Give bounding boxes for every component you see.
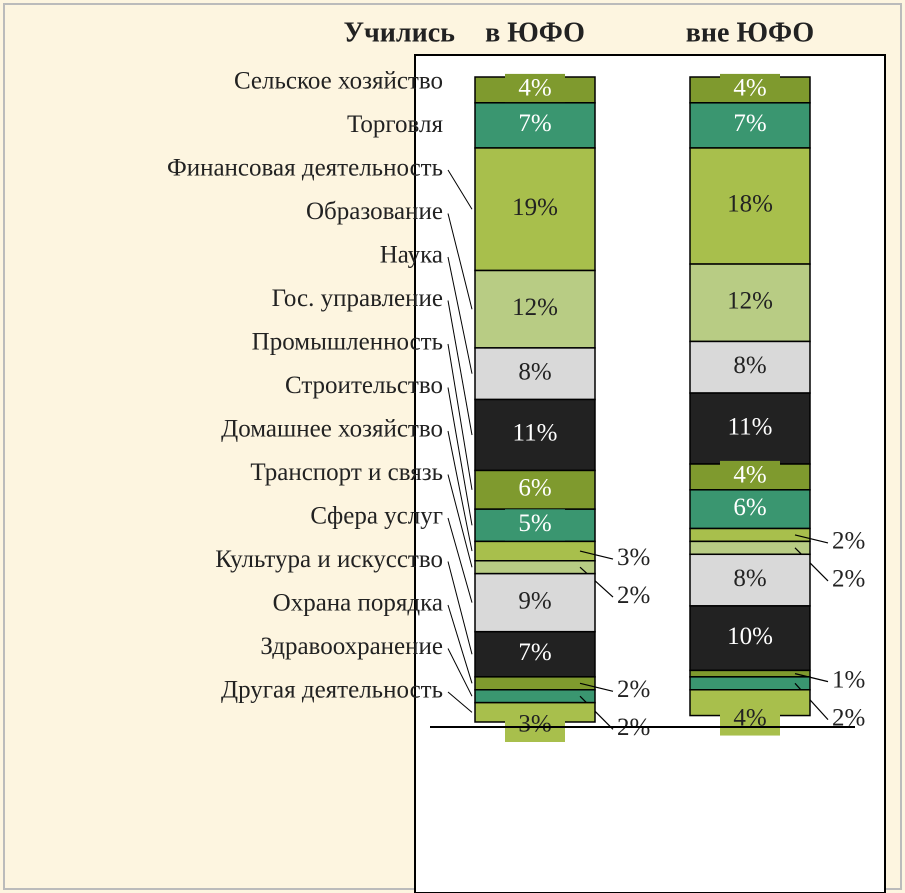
- value-label: 5%: [518, 510, 551, 537]
- bar-segment: [689, 263, 811, 343]
- leader-line: [447, 256, 473, 374]
- legend-label: Образование: [306, 198, 443, 225]
- label-box: [720, 460, 780, 493]
- legend-label: Сельское хозяйство: [234, 68, 443, 95]
- bar-segment: [474, 347, 596, 401]
- bar-segment: [474, 676, 596, 691]
- value-label: 12%: [727, 287, 773, 314]
- legend-label: Другая деятельность: [221, 677, 443, 704]
- leader-line: [579, 550, 614, 560]
- value-label: 7%: [518, 110, 551, 137]
- value-label: 3%: [617, 544, 650, 571]
- label-box: [505, 509, 565, 542]
- value-label: 7%: [733, 110, 766, 137]
- legend-label: Строительство: [285, 372, 443, 399]
- value-label: 2%: [617, 582, 650, 609]
- bar-segment: [689, 102, 811, 149]
- label-box: [505, 73, 565, 106]
- leader-line: [447, 213, 473, 310]
- legend-label: Финансовая деятельность: [167, 155, 443, 182]
- legend-label: Здравоохранение: [260, 633, 443, 660]
- leader-line: [447, 474, 473, 568]
- value-label: 11%: [728, 413, 773, 440]
- leader-line: [579, 566, 614, 598]
- label-box: [505, 473, 565, 506]
- leader-line: [447, 343, 473, 490]
- leader-line: [447, 387, 473, 526]
- leader-line: [794, 673, 829, 683]
- label-box: [720, 73, 780, 106]
- value-label: 8%: [733, 565, 766, 592]
- leader-line: [579, 695, 614, 730]
- legend-label: Промышленность: [252, 329, 443, 356]
- value-label: 1%: [832, 666, 865, 693]
- legend-label: Домашнее хозяйство: [221, 416, 443, 443]
- bar-segment: [689, 147, 811, 265]
- value-label: 2%: [617, 676, 650, 703]
- legend-label: Охрана порядка: [273, 590, 443, 617]
- leader-line: [794, 534, 829, 544]
- legend-label: Наука: [380, 242, 443, 269]
- bar-segment: [474, 147, 596, 272]
- value-label: 7%: [518, 639, 551, 666]
- header: Учились: [343, 17, 455, 48]
- legend-label: Культура и искусство: [215, 546, 443, 573]
- value-label: 4%: [518, 75, 551, 102]
- legend-label: Сфера услуг: [310, 503, 443, 530]
- bar-segment: [689, 527, 811, 543]
- value-label: 4%: [733, 462, 766, 489]
- legend-label: Транспорт и связь: [250, 459, 443, 486]
- value-label: 4%: [733, 75, 766, 102]
- bar-segment: [689, 676, 811, 691]
- value-label: 2%: [832, 566, 865, 593]
- column-header: в ЮФО: [485, 17, 585, 48]
- value-label: 6%: [733, 494, 766, 521]
- leader-line: [447, 300, 473, 436]
- leader-line: [794, 547, 829, 582]
- bar-segment: [689, 540, 811, 556]
- bar-segment: [689, 605, 811, 672]
- bar-segment: [474, 630, 596, 678]
- leader-line: [579, 682, 614, 692]
- bar-segment: [474, 560, 596, 575]
- bar-segment: [474, 269, 596, 349]
- value-label: 9%: [518, 587, 551, 614]
- bar-segment: [689, 392, 811, 465]
- value-label: 19%: [512, 194, 558, 221]
- value-label: 12%: [512, 294, 558, 321]
- column-header: вне ЮФО: [686, 17, 814, 48]
- value-label: 6%: [518, 475, 551, 502]
- leader-line: [447, 430, 473, 552]
- value-label: 3%: [518, 711, 551, 738]
- bar-segment: [474, 398, 596, 472]
- legend-label: Торговля: [347, 111, 443, 138]
- legend-label: Гос. управление: [272, 285, 443, 312]
- value-label: 11%: [513, 420, 558, 447]
- value-label: 10%: [727, 623, 773, 650]
- bar-segment: [474, 572, 596, 633]
- value-label: 8%: [733, 352, 766, 379]
- value-label: 8%: [518, 358, 551, 385]
- bar-segment: [474, 102, 596, 149]
- bar-segment: [474, 689, 596, 704]
- leader-line: [447, 517, 473, 603]
- label-box: [720, 493, 780, 526]
- bar-segment: [474, 540, 596, 562]
- label-box: [720, 703, 780, 736]
- leader-line: [447, 604, 473, 684]
- leader-line: [447, 648, 473, 697]
- leader-line: [447, 561, 473, 655]
- leader-line: [447, 691, 473, 713]
- bar-segment: [689, 669, 811, 678]
- leader-line: [447, 169, 473, 210]
- value-label: 2%: [832, 528, 865, 555]
- bar-segment: [689, 340, 811, 394]
- value-label: 18%: [727, 191, 773, 218]
